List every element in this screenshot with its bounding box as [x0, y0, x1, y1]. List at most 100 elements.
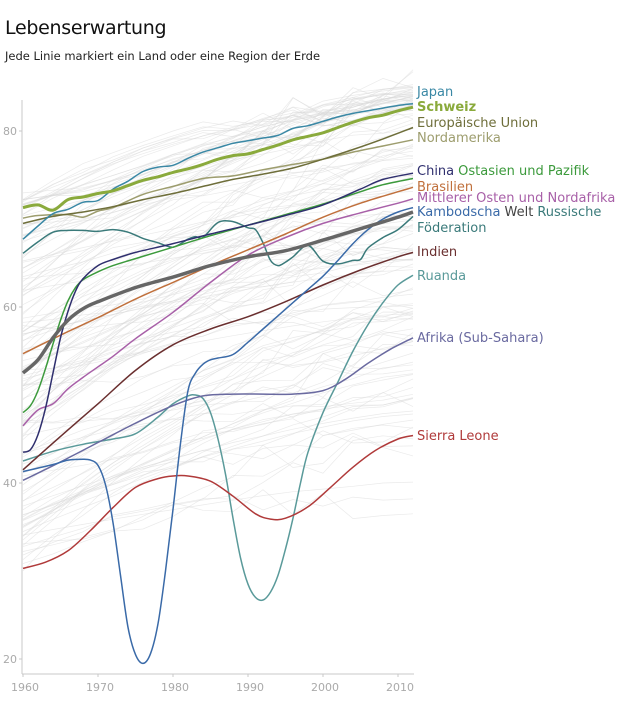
background-country-line	[22, 247, 414, 330]
background-country-line	[22, 213, 414, 427]
background-country-line	[22, 94, 413, 206]
y-tick-label: 20	[3, 653, 17, 666]
series-label-mittlerer-osten-und-nordafrika: Mittlerer Osten und Nordafrika	[417, 191, 615, 206]
chart-title: Lebenserwartung	[5, 17, 167, 39]
series-label-nordamerika: Nordamerika	[417, 131, 501, 146]
background-country-line	[22, 361, 414, 546]
series-label-brasilien: Brasilien	[417, 180, 473, 195]
background-country-line	[22, 229, 414, 293]
series-line-brasilien[interactable]	[22, 186, 414, 355]
background-country-line	[22, 223, 414, 387]
series-line-russische-föderation[interactable]	[22, 215, 414, 267]
background-country-line	[22, 344, 414, 537]
background-country-line	[22, 432, 414, 521]
background-country-line	[22, 413, 414, 516]
x-tick-label: 1970	[86, 681, 114, 694]
background-country-line	[22, 243, 414, 371]
x-tick-label: 1960	[11, 681, 39, 694]
series-line-nordamerika[interactable]	[22, 139, 414, 219]
background-country-line	[22, 258, 414, 465]
background-country-line	[22, 311, 414, 485]
series-line-schweiz[interactable]	[22, 105, 414, 212]
series-line-afrika-sub-sahara[interactable]	[22, 337, 414, 482]
background-country-line	[22, 150, 414, 372]
background-country-line	[22, 96, 414, 258]
series-line-europäische-union[interactable]	[22, 126, 414, 225]
background-country-line	[22, 163, 414, 369]
background-country-line	[22, 119, 414, 348]
background-country-line	[22, 426, 414, 521]
series-line-welt[interactable]	[21, 210, 414, 375]
background-country-line	[22, 481, 414, 536]
background-country-line	[22, 418, 414, 502]
background-country-line	[22, 300, 414, 385]
x-tick-label: 2010	[386, 681, 414, 694]
series-line-china[interactable]	[22, 172, 414, 453]
series-line-kambodscha[interactable]	[22, 206, 414, 665]
background-country-line	[22, 78, 414, 200]
background-country-line	[22, 86, 414, 242]
background-country-line	[22, 225, 414, 373]
background-country-line	[22, 88, 414, 296]
background-country-line	[22, 310, 414, 572]
background-country-line	[22, 303, 414, 391]
background-country-line	[22, 293, 414, 399]
x-tick-label: 1990	[236, 681, 264, 694]
background-country-line	[22, 340, 414, 458]
x-tick-label: 1980	[161, 681, 189, 694]
background-country-line	[22, 258, 414, 341]
background-country-line	[22, 103, 414, 356]
background-country-line	[22, 287, 414, 518]
background-country-line	[22, 71, 414, 194]
series-label-schweiz: Schweiz	[417, 100, 476, 115]
series-line-ruanda[interactable]	[22, 274, 414, 602]
series-line-ostasien-und-pazifik[interactable]	[22, 177, 414, 414]
series-line-indien[interactable]	[22, 251, 414, 471]
y-tick-label: 40	[3, 477, 17, 490]
background-country-line	[22, 306, 414, 473]
background-country-line	[22, 211, 414, 342]
background-country-line	[22, 101, 414, 200]
background-country-line	[22, 163, 414, 422]
background-country-line	[22, 397, 414, 528]
background-country-line	[22, 367, 414, 470]
background-country-line	[22, 128, 414, 217]
background-country-line	[22, 313, 414, 455]
series-line-japan[interactable]	[22, 102, 414, 240]
background-country-line	[22, 489, 414, 556]
background-country-line	[22, 316, 414, 537]
background-country-line	[22, 84, 414, 287]
background-country-line	[22, 183, 414, 368]
background-country-line	[22, 98, 414, 208]
background-country-line	[22, 249, 414, 502]
background-country-line	[22, 148, 414, 350]
background-country-line	[22, 227, 414, 400]
series-label-föderation: Föderation	[417, 221, 486, 236]
background-country-line	[22, 250, 414, 377]
series-line-mittlerer-osten-und-nordafrika[interactable]	[22, 198, 414, 427]
series-label-indien: Indien	[417, 245, 457, 260]
background-country-line	[22, 90, 414, 237]
axes: 20 40 60 80 1960 1970 1980 1990 2000 2010	[3, 100, 414, 694]
background-country-line	[22, 154, 414, 355]
background-country-line	[22, 328, 414, 511]
background-country-line	[22, 259, 414, 335]
background-country-line	[22, 145, 414, 387]
background-country-line	[22, 102, 414, 329]
y-tick-label: 60	[3, 301, 17, 314]
background-country-line	[22, 435, 414, 545]
series-line-sierra-leone[interactable]	[22, 434, 414, 570]
background-country-line	[22, 398, 414, 564]
background-country-line	[22, 387, 414, 477]
background-country-line	[22, 495, 414, 547]
background-country-line	[22, 424, 414, 552]
background-country-line	[22, 316, 414, 453]
background-country-line	[22, 96, 414, 215]
highlighted-series-lines	[21, 102, 414, 665]
background-country-line	[22, 197, 414, 417]
background-country-line	[22, 352, 414, 541]
background-country-line	[22, 397, 414, 525]
series-label-ostasien-und-pazifik: Ostasien und Pazifik	[458, 164, 590, 179]
